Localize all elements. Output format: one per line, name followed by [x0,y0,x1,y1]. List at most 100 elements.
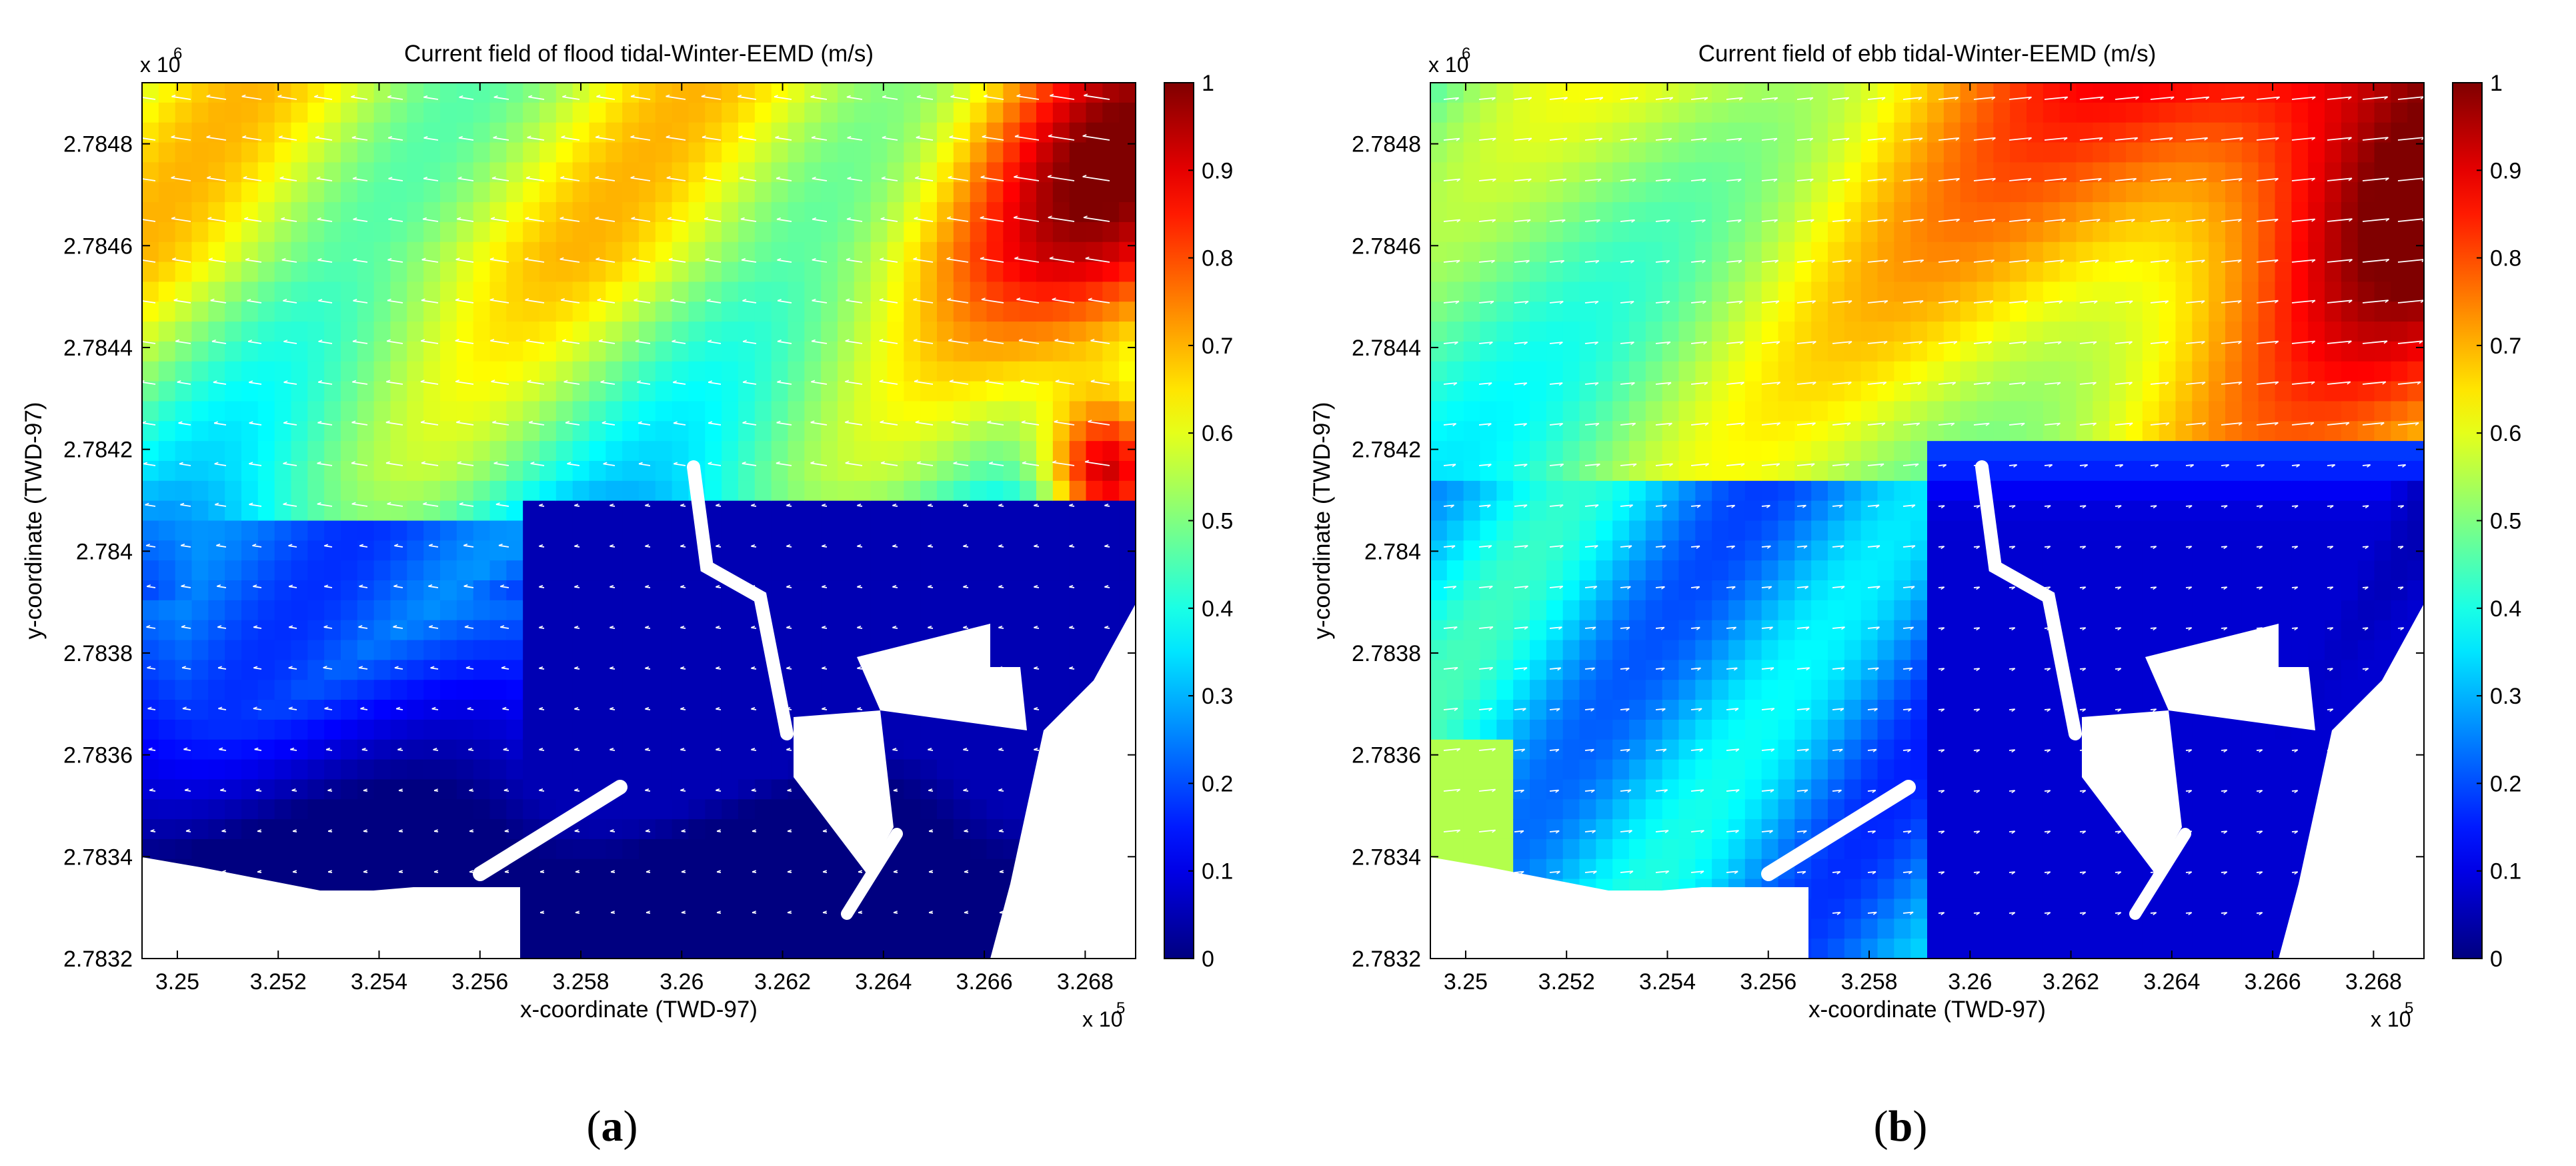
field-cell [655,640,673,661]
field-cell [821,302,838,322]
velocity-arrow [393,626,403,629]
field-cell [1003,302,1020,322]
field-cell [953,939,971,959]
field-cell [1446,600,1464,621]
field-cell [473,480,491,502]
velocity-arrow-head [147,666,151,668]
y-multiplier-exp: 6 [173,45,182,63]
field-cell [456,261,474,283]
field-cell [589,500,607,522]
velocity-arrow-head [359,584,363,587]
field-cell [555,919,573,939]
field-cell [788,241,806,263]
field-cell [555,580,573,601]
velocity-arrow-head [1084,460,1090,463]
field-cell [1828,83,1845,103]
velocity-arrow [493,462,509,466]
field-cell [324,221,341,243]
field-cell [904,162,921,183]
field-cell [158,779,176,800]
field-cell [1695,779,1712,800]
field-cell [738,620,756,641]
field-cell [639,520,656,542]
field-cell [655,719,673,740]
velocity-arrow-head [892,544,897,547]
field-cell [688,739,706,760]
field-cell [208,322,225,342]
field-cell [407,322,424,342]
field-cell [1662,719,1680,740]
field-cell [456,799,474,820]
x-tick-label: 3.258 [552,969,609,995]
field-cell [821,480,838,502]
field-cell [489,799,507,820]
field-cell [870,560,888,581]
velocity-arrow-head [421,257,426,261]
field-cell [1562,401,1580,422]
field-cell [887,858,905,880]
velocity-arrow-head [290,747,295,750]
velocity-arrow-head [879,339,884,342]
velocity-arrow-head [704,217,709,219]
field-cell [489,560,507,581]
velocity-arrow-head [433,911,438,913]
field-cell [539,919,557,939]
field-cell [1761,480,1779,502]
field-cell [722,261,739,283]
field-cell [605,241,623,263]
field-cell [1530,660,1547,681]
field-cell [754,739,772,760]
velocity-arrow-head [603,462,607,465]
field-cell [1794,819,1812,840]
velocity-arrow-head [1069,707,1074,710]
field-cell [473,799,491,820]
velocity-arrow-head [787,788,792,791]
field-cell [1119,401,1136,422]
field-cell [572,182,590,203]
field-cell [870,162,888,183]
velocity-arrow-head [278,135,283,138]
field-cell [1496,759,1514,780]
velocity-arrow-head [500,625,505,628]
field-cell [241,480,259,502]
field-cell [838,381,855,402]
velocity-arrow-head [502,706,507,710]
field-cell [357,660,375,681]
field-cell [1728,281,1746,303]
velocity-arrow [420,381,439,385]
velocity-arrow-head [964,911,968,913]
field-cell [1513,381,1530,402]
velocity-arrow-head [527,380,531,382]
field-cell [506,302,523,322]
field-cell [622,142,639,163]
field-cell [324,361,341,382]
velocity-arrow-head [846,95,851,98]
velocity-arrow-head [998,626,1003,628]
field-cell [1744,341,1762,362]
field-cell [788,879,806,900]
field-cell [440,202,457,223]
field-cell [191,102,209,123]
velocity-arrow-head [181,584,185,587]
field-cell [788,182,806,203]
field-cell [1530,401,1547,422]
velocity-arrow-head [812,298,816,302]
velocity-arrow-head [1020,380,1025,382]
field-cell [1695,680,1712,700]
field-cell [937,858,954,880]
field-cell [1761,680,1779,700]
field-cell [1119,381,1136,402]
field-cell [688,341,706,362]
field-cell [639,281,656,303]
velocity-arrow [423,96,439,100]
velocity-arrow-head [999,870,1004,872]
y-tick-label: 2.7838 [63,641,133,666]
field-cell [1496,122,1514,143]
field-cell [672,261,690,283]
field-cell [705,759,722,780]
field-cell [688,779,706,800]
field-cell [473,302,491,322]
velocity-arrow-head [151,870,155,872]
field-cell [705,620,722,641]
velocity-arrow-head [777,380,782,383]
